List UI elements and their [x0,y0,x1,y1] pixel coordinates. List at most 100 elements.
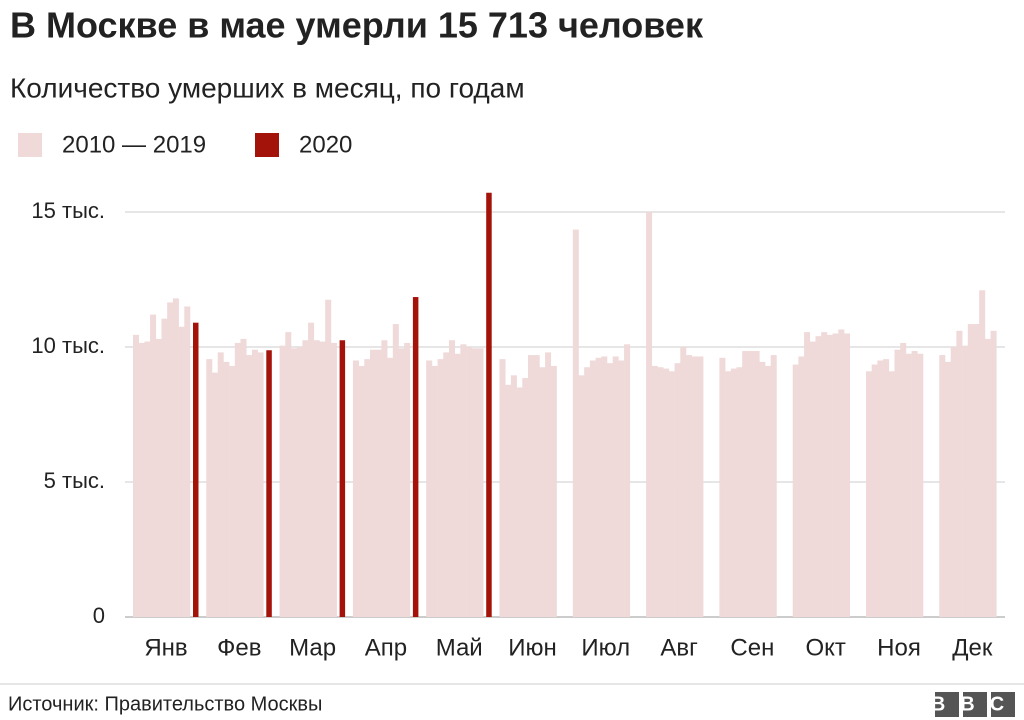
bar [486,192,492,617]
bar [285,332,292,617]
bar [212,372,218,617]
bar [697,356,704,617]
y-tick-label: 10 тыс. [31,333,105,358]
bar [866,371,872,617]
bar [815,336,822,617]
bar [229,365,236,617]
bar [330,342,337,617]
bar [894,349,901,617]
bar [313,340,320,617]
bar [939,355,946,617]
bar [193,322,199,617]
bar [601,356,608,617]
bar [138,342,145,617]
bar [240,338,247,617]
bar [984,338,991,617]
bar [883,359,890,617]
x-tick-label: Окт [805,634,845,661]
bar [877,360,884,617]
bar [888,371,895,617]
bar [832,333,839,617]
bar [589,360,596,617]
bar [821,332,828,617]
x-tick-label: Фев [217,634,261,661]
x-tick-label: Апр [365,634,407,661]
bar [178,326,185,617]
bar [686,355,692,617]
bar [144,341,151,617]
bar [528,355,534,617]
bar [279,345,286,617]
bar [572,229,579,618]
bar [680,347,687,617]
bar [747,351,754,617]
legend-label: 2010 — 2019 [62,131,206,158]
bar [844,333,850,617]
bar [668,371,675,617]
bar [719,357,726,617]
bar [917,353,924,617]
bar [624,344,631,617]
bar [246,355,253,617]
bar [477,348,484,617]
x-tick-label: Авг [660,634,698,661]
x-tick-label: Сен [730,634,774,661]
bar [545,352,552,617]
bar [155,338,162,617]
x-tick-label: Июн [508,634,557,661]
bar [657,367,664,617]
bar [398,348,405,617]
bar [364,359,371,617]
bar [375,349,382,617]
x-tick-label: Ноя [877,634,921,661]
bar [381,340,388,617]
bar [804,332,811,617]
source: Источник: Правительство Москвы [8,693,322,715]
bar [387,357,394,617]
bar [578,375,585,617]
x-tick-label: Июл [581,634,630,661]
x-tick-label: Май [436,634,483,661]
bar [725,371,732,617]
bar [979,290,986,617]
bar [962,345,969,617]
bar [522,378,529,617]
bar [454,353,461,617]
bar [370,349,376,617]
bar [257,352,264,617]
bar [911,351,918,617]
bar [308,322,315,617]
bar [449,340,455,617]
bar [759,361,766,617]
bar [905,353,912,617]
bar [223,361,230,617]
bar [900,342,907,617]
bar [973,324,980,617]
bar [618,360,625,617]
chart-subtitle: Количество умерших в месяц, по годам [10,72,525,103]
bar [499,359,506,617]
bar [404,342,411,617]
bar [426,360,433,617]
bar [302,340,309,617]
x-tick-label: Мар [289,634,336,661]
legend-label: 2020 [299,131,352,158]
bar [809,341,816,617]
bar [172,298,179,617]
bar [431,365,438,617]
bar [339,340,346,617]
bar [510,375,517,617]
bar [412,297,419,617]
bar [956,330,963,617]
bar [533,355,540,617]
bar [161,318,168,617]
bar [584,367,591,617]
logo [935,692,1015,717]
bar [945,361,951,617]
bar [826,334,833,617]
x-tick-label: Янв [144,634,187,661]
logo-letter: BBC [931,693,1019,715]
bar [651,365,658,617]
chart-title: В Москве в мае умерли 15 713 человек [10,5,704,46]
bar [150,314,157,617]
